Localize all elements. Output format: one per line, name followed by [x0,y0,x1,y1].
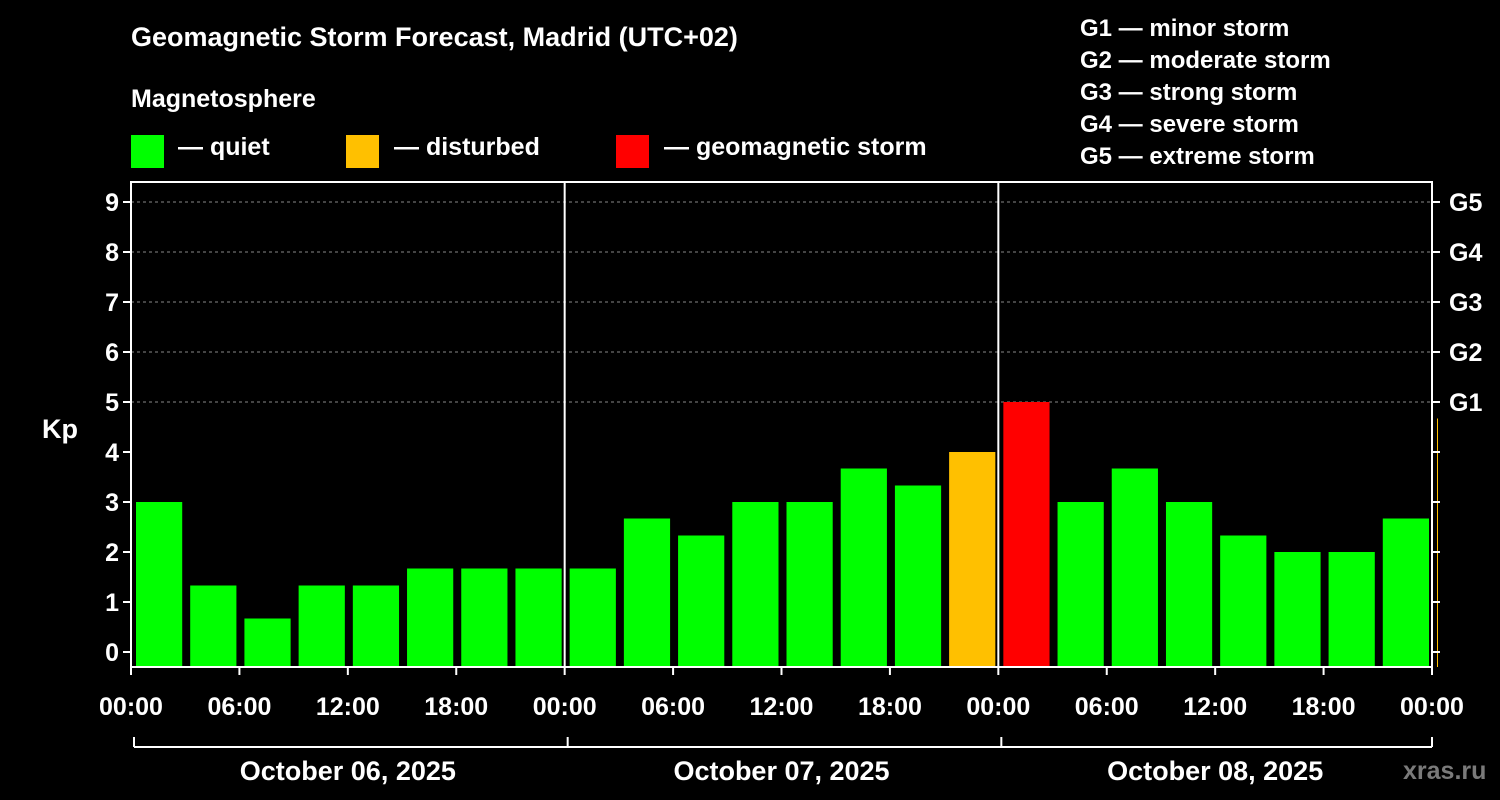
watermark: xras.ru [1403,757,1487,785]
y-tick-label-5: 5 [105,389,119,417]
kp-bar-10 [678,535,725,667]
g-level-label-g4: G4 [1449,239,1482,267]
g-scale-g4: G4 — severe storm [1080,111,1299,138]
y-tick-label-9: 9 [105,189,119,217]
y-tick-label-6: 6 [105,339,119,367]
g-level-label-g2: G2 [1449,339,1482,367]
g-level-label-g1: G1 [1449,389,1482,417]
x-tick-label-8: 00:00 [966,693,1030,721]
kp-bar-0 [136,502,183,667]
kp-bar-8 [569,568,616,667]
legend-swatch-storm [616,135,649,168]
y-axis-label: Kp [42,414,78,444]
legend-label-disturbed: — disturbed [394,133,540,161]
kp-bar-14 [894,485,942,667]
x-tick-label-12: 00:00 [1400,693,1464,721]
x-tick-label-0: 00:00 [99,693,163,721]
x-tick-label-4: 00:00 [533,693,597,721]
x-tick-label-3: 18:00 [424,693,488,721]
kp-bar-9 [623,518,671,667]
chart-title: Geomagnetic Storm Forecast, Madrid (UTC+… [131,22,738,52]
x-tick-label-9: 06:00 [1075,693,1139,721]
kp-bar-12 [786,502,833,667]
x-tick-label-5: 06:00 [641,693,705,721]
legend-label-storm: — geomagnetic storm [664,133,927,161]
kp-bar-22 [1328,552,1375,667]
kp-bar-2 [244,618,291,667]
legend-swatch-disturbed [346,135,379,168]
kp-bar-13 [840,468,887,667]
x-tick-label-2: 12:00 [316,693,380,721]
kp-bar-18 [1111,468,1158,667]
g-scale-g1: G1 — minor storm [1080,15,1290,42]
g-scale-g2: G2 — moderate storm [1080,47,1331,74]
kp-bar-23 [1382,518,1429,667]
y-tick-label-2: 2 [105,539,119,567]
y-tick-label-0: 0 [105,639,119,667]
g-scale-g3: G3 — strong storm [1080,79,1298,106]
x-tick-label-1: 06:00 [207,693,271,721]
kp-bar-5 [407,568,454,667]
g-scale-g5: G5 — extreme storm [1080,143,1315,170]
kp-bar-11 [732,502,779,667]
kp-bar-17 [1057,502,1104,667]
kp-bar-7 [515,568,562,667]
date-label-2: October 08, 2025 [1107,756,1323,786]
x-tick-label-7: 18:00 [858,693,922,721]
kp-bar-1 [190,585,237,667]
legend-label-quiet: — quiet [178,133,270,161]
legend-swatch-quiet [131,135,164,168]
y-tick-label-4: 4 [105,439,119,467]
x-tick-label-10: 12:00 [1183,693,1247,721]
y-tick-label-1: 1 [105,589,119,617]
kp-bar-4 [352,585,400,667]
date-label-1: October 07, 2025 [673,756,889,786]
g-level-label-g3: G3 [1449,289,1482,317]
kp-bar-19 [1165,502,1213,667]
x-tick-label-6: 12:00 [750,693,814,721]
kp-bar-3 [298,585,345,667]
y-tick-label-8: 8 [105,239,119,267]
y-tick-label-3: 3 [105,489,119,517]
y-tick-label-7: 7 [105,289,119,317]
kp-bar-16 [1003,402,1050,667]
date-label-0: October 06, 2025 [240,756,456,786]
kp-bar-6 [461,568,508,667]
x-tick-label-11: 18:00 [1292,693,1356,721]
legend-heading: Magnetosphere [131,85,316,113]
g-level-label-g5: G5 [1449,189,1482,217]
kp-bar-15 [949,452,996,667]
kp-bar-24 [1437,418,1438,667]
kp-bar-20 [1220,535,1267,667]
kp-bar-21 [1274,552,1321,667]
